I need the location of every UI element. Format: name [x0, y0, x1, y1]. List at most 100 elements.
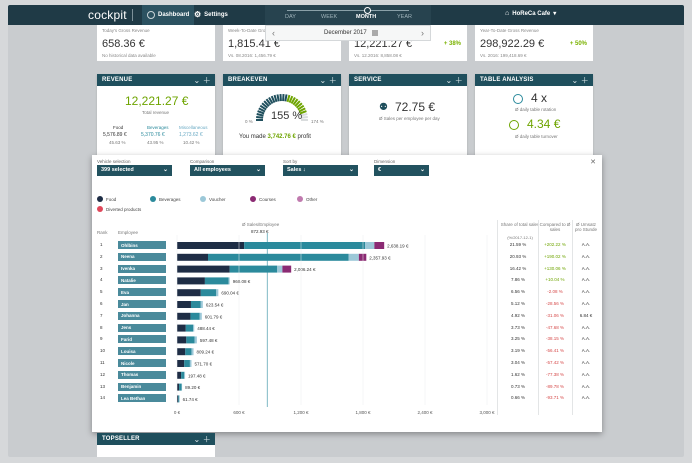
share-cell: 1.62 % [510, 371, 525, 377]
kpi-value: 12,221.27 € [354, 38, 413, 50]
x-tick-label: 2,400 € [417, 410, 433, 415]
beverages-label: Beverages [147, 125, 169, 130]
card-header: SERVICE ⌄ ＋ [349, 74, 467, 86]
bar-segment-beverages [244, 242, 366, 249]
nav-dashboard-label: Dashboard [158, 12, 190, 18]
topseller-card[interactable]: TOPSELLER ⌄ ＋ [97, 433, 215, 457]
hourly-cell: A.A. [581, 301, 591, 306]
calendar-icon[interactable] [372, 30, 378, 36]
share-cell: 21.59 % [509, 242, 527, 247]
employee-name[interactable]: Thomas [118, 370, 166, 379]
people-icon: ⚉ [379, 102, 388, 113]
employee-name[interactable]: Johanna [118, 311, 166, 320]
legend-label: Diverted products [106, 206, 142, 212]
hourly-cell: 6.84 € [579, 312, 593, 318]
beverages-value: 5,370.76 € [141, 132, 165, 138]
bar-total-label: 61.74 € [183, 397, 199, 402]
chevron-down-icon: ⌄ [419, 167, 425, 173]
revenue-card[interactable]: REVENUE ⌄ ＋ 12,221.27 € Total revenue Fo… [97, 74, 215, 156]
employee-name[interactable]: Ivenka [118, 264, 166, 273]
misc-value: 1,273.62 € [179, 132, 203, 138]
card-title: REVENUE [102, 77, 133, 83]
select-value: All employees [194, 167, 231, 173]
compared-cell: -28.56 % [545, 301, 564, 306]
legend-label: Courses [259, 196, 276, 202]
hourly-cell: A.A. [581, 395, 591, 401]
filter-label: Dimension [374, 159, 396, 164]
employee-name[interactable]: Louisa [118, 347, 166, 356]
share-cell: 3.19 % [510, 348, 525, 354]
turnover-value: 4.34 € [527, 117, 561, 131]
card-tools[interactable]: ⌄ ＋ [193, 435, 211, 444]
employee-name[interactable]: Jens [118, 323, 166, 332]
card-tools[interactable]: ⌄ ＋ [319, 76, 337, 85]
current-date: December 2017 [324, 30, 367, 36]
kpi-note: Vs. 12.2016: 8,858.08 € [354, 53, 402, 58]
hourly-cell: A.A. [581, 265, 591, 271]
employee-name[interactable]: Jan [118, 300, 166, 308]
employee-name[interactable]: Nicole [118, 359, 166, 367]
vehicle-select[interactable]: 399 selected ⌄ [97, 165, 172, 176]
legend-voucher[interactable]: Voucher [200, 196, 226, 202]
period-year[interactable]: YEAR [397, 14, 412, 20]
revenue-total-label: Total revenue [142, 110, 170, 115]
period-day[interactable]: DAY [285, 14, 296, 20]
card-tools[interactable]: ⌄ ＋ [445, 76, 463, 85]
legend-label: Food [106, 196, 117, 202]
nav-dashboard[interactable]: Dashboard [142, 5, 195, 25]
sort-select[interactable]: Sales ↓ ⌄ [283, 165, 358, 176]
employee-name[interactable]: Benjamin [118, 382, 166, 391]
period-slider[interactable]: DAY WEEK MONTH YEAR [265, 5, 431, 25]
comparison-select[interactable]: All employees ⌄ [190, 165, 265, 176]
legend-courses[interactable]: Courses [250, 196, 276, 202]
sales-bar-chart: 2,638.19 € 2,357.93 € 2,006.24 € 960.08 € 69… [174, 233, 495, 415]
legend-diverted[interactable]: Diverted products [97, 206, 141, 212]
gauge-tick [259, 104, 267, 111]
dimension-select[interactable]: € ⌄ [374, 165, 429, 176]
share-cell: 0.73 % [510, 383, 525, 389]
employee-name[interactable]: Farid [118, 335, 166, 344]
bar-segment-beverages [185, 348, 192, 356]
bar-segment-voucher [189, 360, 192, 367]
hourly-cell: A.A. [581, 371, 591, 377]
gauge-tick [297, 104, 305, 111]
employee-header: Employee [118, 230, 139, 235]
employee-name[interactable]: Lea Bethan [118, 394, 166, 403]
legend-food[interactable]: Food [97, 196, 116, 202]
bar-segment-courses [358, 253, 367, 261]
card-header: TOPSELLER ⌄ ＋ [97, 433, 215, 445]
kpi-caption: Week-To-Date Gross Revenue [228, 28, 290, 33]
employee-name[interactable]: Neena [118, 252, 166, 261]
period-week[interactable]: WEEK [321, 14, 338, 20]
bar-segment-voucher [216, 289, 219, 297]
employee-name[interactable]: Natalie [118, 276, 166, 285]
period-handle[interactable] [364, 7, 371, 14]
card-tools[interactable]: ⌄ ＋ [571, 76, 589, 85]
bar-segment-beverages [185, 324, 194, 332]
compared-cell: -31.06 % [545, 312, 564, 318]
bar-segment-voucher [277, 265, 283, 273]
legend-other[interactable]: Other [297, 196, 317, 202]
card-tools[interactable]: ⌄ ＋ [193, 76, 211, 85]
gauge-tick [294, 100, 301, 107]
restaurant-selector[interactable]: ⌂ HoReCa Cafe ▾ [505, 10, 556, 17]
rank-cell: 10 [100, 348, 106, 354]
chevron-left-icon[interactable]: ‹ [272, 28, 275, 38]
period-month[interactable]: MONTH [356, 14, 377, 20]
table-analysis-card[interactable]: TABLE ANALYSIS ⌄ ＋ 4 x Ø daily table rot… [475, 74, 593, 156]
card-header: BREAKEVEN ⌄ ＋ [223, 74, 341, 86]
employee-name[interactable]: Eva [118, 288, 166, 297]
hourly-cell: A.A. [581, 336, 591, 342]
legend-swatch [97, 196, 103, 202]
rank-cell: 14 [100, 395, 106, 401]
chevron-right-icon[interactable]: › [421, 28, 424, 38]
food-pct: 45.63 % [109, 140, 126, 145]
dashboard-icon [147, 11, 155, 19]
legend-beverages[interactable]: Beverages [150, 196, 181, 202]
close-icon[interactable]: ✕ [590, 159, 596, 166]
nav-settings[interactable]: ⚙ Settings [194, 10, 228, 19]
employee-name[interactable]: Ohlbins [118, 241, 166, 249]
rank-cell: 11 [100, 360, 105, 365]
breakeven-card[interactable]: BREAKEVEN ⌄ ＋ 155 % 0 % 174 % You made 3… [223, 74, 341, 156]
service-card[interactable]: SERVICE ⌄ ＋ ⚉ 72.75 € Ø Sales per employ… [349, 74, 467, 156]
